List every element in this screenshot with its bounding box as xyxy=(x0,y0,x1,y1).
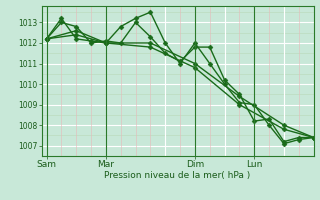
X-axis label: Pression niveau de la mer( hPa ): Pression niveau de la mer( hPa ) xyxy=(104,171,251,180)
